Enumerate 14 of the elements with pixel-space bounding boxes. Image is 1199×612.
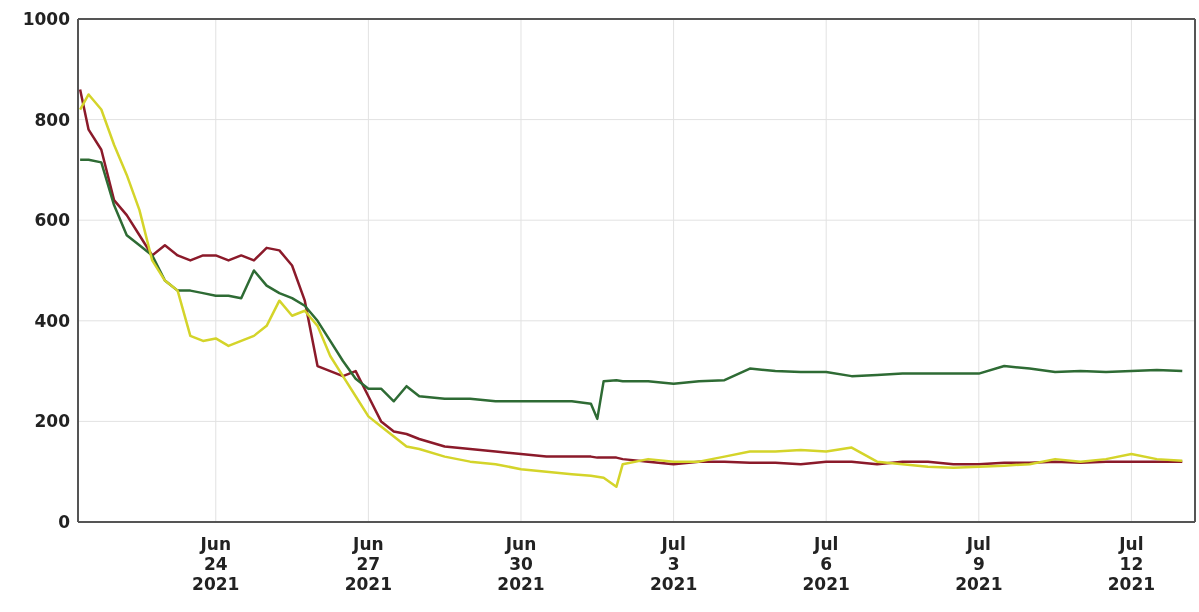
y-tick-label: 400 xyxy=(34,310,71,331)
x-tick-label: Jun 30 2021 xyxy=(497,534,545,594)
x-tick-label: Jun 24 2021 xyxy=(192,534,240,594)
y-tick-label: 0 xyxy=(58,512,71,533)
x-tick-label: Jul 12 2021 xyxy=(1107,534,1156,594)
x-tick-label: Jun 27 2021 xyxy=(344,534,393,594)
x-tick-label: Jul 6 2021 xyxy=(802,534,850,594)
y-tick-label: 800 xyxy=(34,109,71,130)
y-tick-label: 200 xyxy=(34,411,71,432)
x-tick-label: Jul 9 2021 xyxy=(955,534,1003,594)
line-series xyxy=(78,158,1184,421)
y-tick-label: 1000 xyxy=(22,9,71,30)
y-tick-label: 600 xyxy=(34,210,71,231)
x-tick-label: Jul 3 2021 xyxy=(649,534,698,594)
